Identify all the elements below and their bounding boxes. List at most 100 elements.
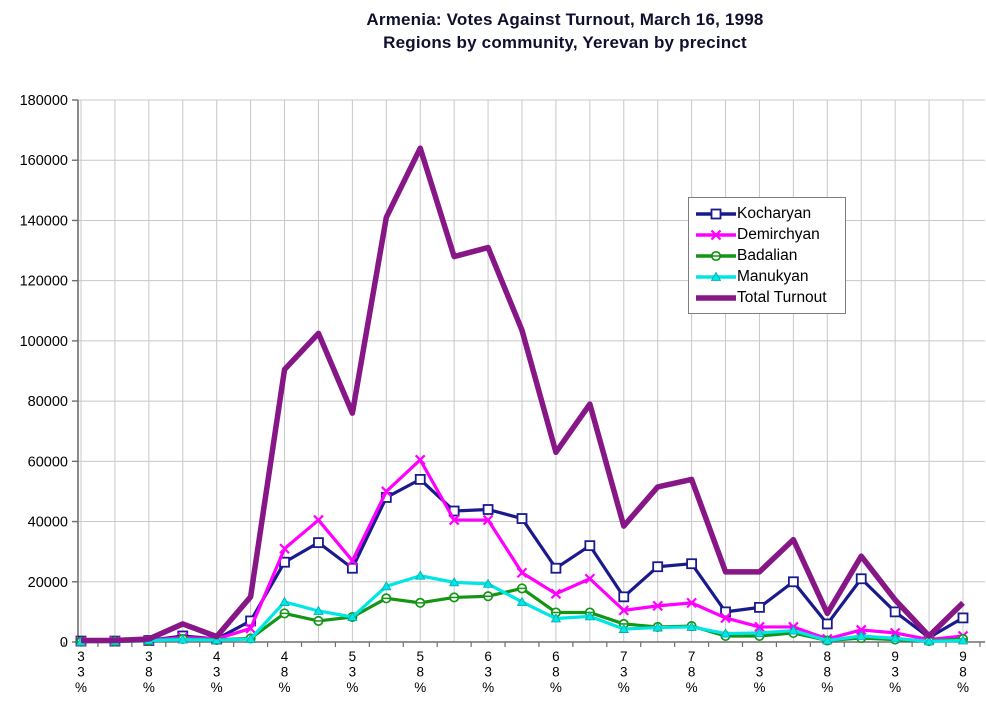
marker-triangle-icon (856, 630, 867, 640)
svg-text:8: 8 (756, 649, 764, 664)
marker-square-icon (710, 208, 722, 219)
horizontal-gridlines (78, 99, 985, 583)
marker-triangle-icon (347, 611, 358, 621)
legend-swatch-icon (696, 229, 736, 240)
marker-triangle-icon (822, 635, 833, 645)
svg-text:%: % (346, 680, 358, 695)
marker-triangle-icon (584, 611, 596, 621)
svg-text:140000: 140000 (20, 213, 68, 229)
svg-text:4: 4 (213, 649, 221, 664)
svg-text:3: 3 (77, 665, 85, 680)
legend-item-total-turnout: Total Turnout (695, 287, 841, 308)
marker-triangle-icon (313, 605, 324, 615)
svg-text:8: 8 (416, 665, 424, 680)
svg-text:3: 3 (349, 665, 357, 680)
marker-x-icon (482, 514, 494, 526)
y-axis-ticks (72, 99, 78, 643)
svg-text:4: 4 (281, 649, 289, 664)
svg-text:3: 3 (77, 649, 85, 664)
svg-text:8: 8 (281, 665, 289, 680)
svg-text:%: % (821, 680, 833, 695)
series-line (81, 145, 965, 644)
marker-square-icon (414, 473, 426, 485)
marker-triangle-icon (482, 578, 494, 588)
marker-x-icon (279, 543, 290, 554)
svg-text:%: % (414, 680, 426, 695)
marker-x-icon (855, 624, 867, 636)
marker-x-icon (245, 623, 256, 634)
vertical-gridlines (80, 100, 964, 642)
svg-text:8: 8 (824, 649, 832, 664)
svg-text:40000: 40000 (28, 515, 68, 531)
svg-text:%: % (143, 680, 155, 695)
svg-text:8: 8 (145, 665, 153, 680)
legend-label: Manukyan (737, 267, 809, 285)
legend-item-demirchyan: Demirchyan (695, 224, 841, 245)
svg-text:%: % (889, 680, 901, 695)
marker-square-icon (313, 537, 324, 549)
series-total-turnout (81, 145, 965, 644)
marker-triangle-icon (448, 577, 460, 587)
svg-text:%: % (686, 680, 698, 695)
svg-text:6: 6 (552, 649, 560, 664)
marker-x-icon (550, 588, 562, 600)
svg-text:%: % (618, 680, 630, 695)
marker-square-icon (855, 573, 867, 585)
marker-square-icon (686, 558, 698, 570)
marker-x-icon (686, 597, 697, 609)
chart-title-block: Armenia: Votes Against Turnout, March 16… (145, 8, 985, 54)
marker-triangle-icon (211, 634, 222, 645)
svg-text:5: 5 (349, 649, 357, 664)
svg-text:3: 3 (756, 665, 764, 680)
marker-x-icon (414, 454, 426, 466)
svg-text:3: 3 (891, 665, 899, 680)
marker-triangle-icon (889, 633, 901, 643)
marker-x-icon (381, 486, 392, 497)
marker-x-icon (584, 573, 596, 585)
y-axis-labels: 0200004000060000800001000001200001400001… (20, 93, 68, 651)
marker-triangle-icon (245, 633, 256, 643)
marker-triangle-icon (177, 634, 188, 644)
svg-text:9: 9 (891, 649, 899, 664)
svg-text:80000: 80000 (28, 394, 68, 410)
svg-text:3: 3 (620, 665, 628, 680)
svg-text:60000: 60000 (28, 454, 68, 470)
marker-triangle-icon (279, 596, 290, 606)
svg-text:%: % (279, 680, 291, 695)
svg-text:100000: 100000 (20, 334, 68, 350)
legend-label: Demirchyan (737, 225, 820, 243)
marker-triangle-icon (415, 570, 426, 580)
svg-text:20000: 20000 (28, 575, 68, 591)
marker-triangle-icon (516, 596, 528, 606)
marker-square-icon (346, 562, 358, 574)
svg-text:%: % (211, 680, 223, 695)
marker-square-icon (482, 504, 494, 515)
marker-x-icon (313, 514, 324, 526)
marker-triangle-icon (686, 621, 697, 631)
chart-subtitle: Regions by community, Yerevan by precinc… (383, 33, 747, 52)
svg-text:160000: 160000 (20, 153, 68, 169)
marker-x-icon (448, 514, 460, 526)
legend-item-manukyan: Manukyan (695, 266, 841, 287)
legend-label: Kocharyan (737, 204, 812, 222)
marker-square-icon (618, 591, 630, 603)
svg-text:8: 8 (959, 665, 967, 680)
svg-text:3: 3 (213, 665, 221, 680)
svg-text:120000: 120000 (20, 274, 68, 290)
svg-text:3: 3 (484, 665, 492, 680)
svg-text:7: 7 (620, 649, 628, 664)
marker-x-icon (652, 600, 663, 612)
marker-triangle-icon (381, 580, 392, 591)
legend-swatch-icon (696, 271, 736, 281)
marker-square-icon (516, 513, 528, 524)
legend-item-kocharyan: Kocharyan (695, 203, 841, 224)
marker-x-icon (710, 229, 722, 240)
marker-square-icon (584, 540, 596, 552)
marker-square-icon (889, 606, 901, 618)
legend-item-badalian: Badalian (695, 245, 841, 266)
marker-x-icon (516, 567, 528, 579)
marker-square-icon (550, 562, 562, 574)
legend-label: Total Turnout (737, 288, 827, 306)
svg-text:6: 6 (484, 649, 492, 664)
